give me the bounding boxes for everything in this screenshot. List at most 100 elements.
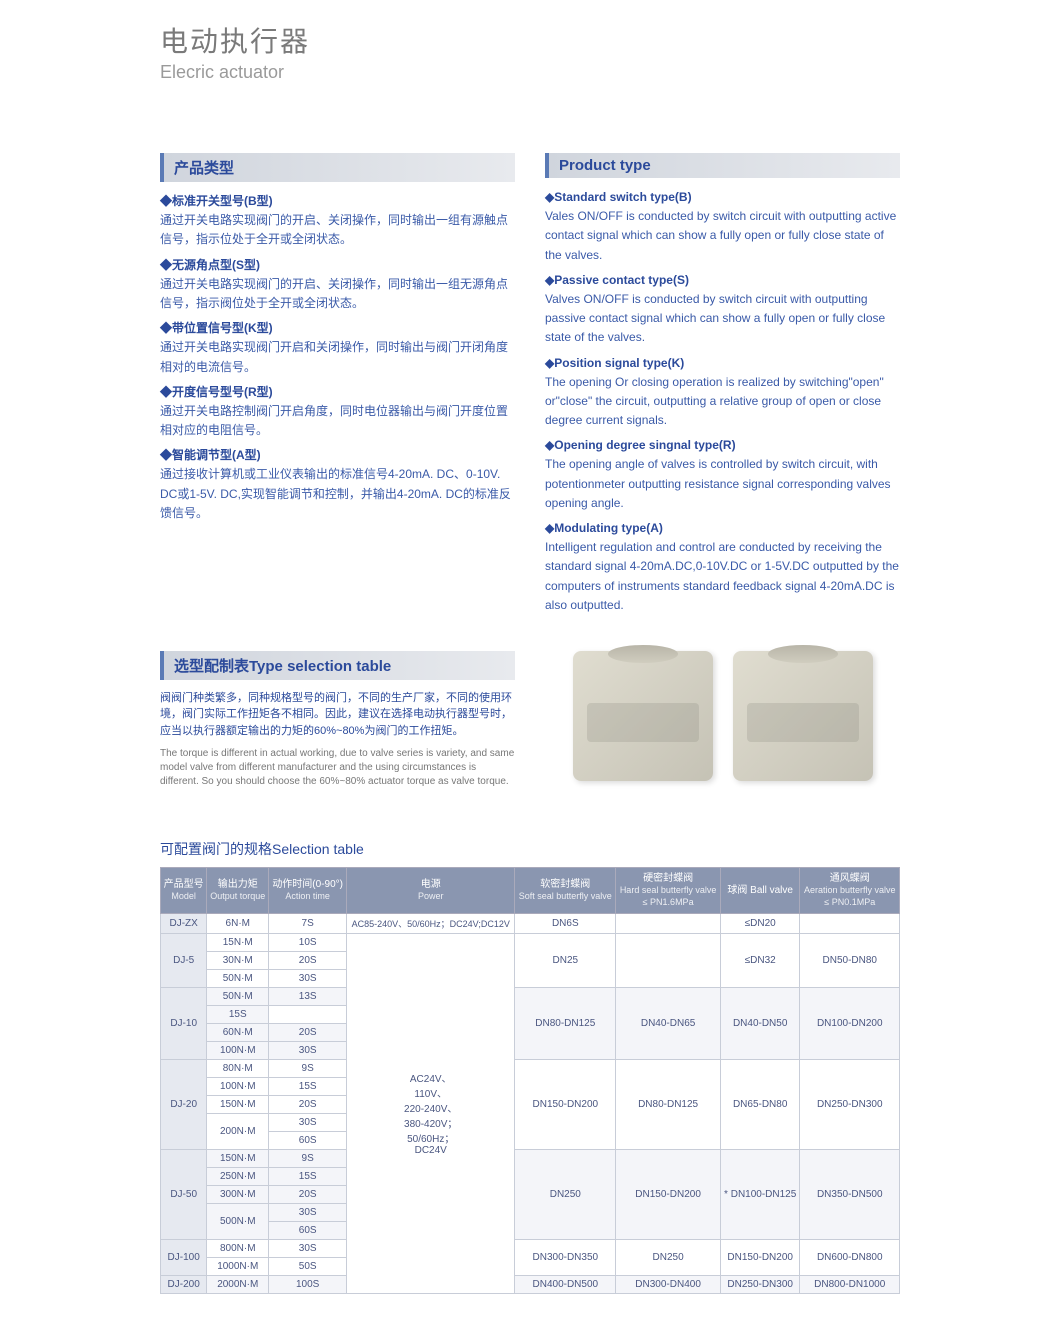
- item-desc: Vales ON/OFF is conducted by switch circ…: [545, 207, 900, 265]
- cell-time: 60S: [269, 1131, 347, 1149]
- cell-ball: ≤DN32: [720, 933, 800, 987]
- item-title: ◆智能调节型(A型): [160, 446, 515, 465]
- cell-torque: 2000N·M: [207, 1275, 269, 1293]
- cell-hard: DN80-DN125: [616, 1059, 721, 1149]
- section-heading: 产品类型: [160, 153, 515, 182]
- col-header: 电源Power: [347, 868, 515, 913]
- item-desc: The opening angle of valves is controlle…: [545, 455, 900, 513]
- cell-aeration: DN50-DN80: [800, 933, 900, 987]
- cell-model: DJ-ZX: [161, 913, 207, 933]
- cell-time: 100S: [269, 1275, 347, 1293]
- type-item: ◆智能调节型(A型)通过接收计算机或工业仪表输出的标准信号4-20mA. DC、…: [160, 446, 515, 523]
- cell-hard: DN40-DN65: [616, 987, 721, 1059]
- item-desc: 通过接收计算机或工业仪表输出的标准信号4-20mA. DC、0-10V. DC或…: [160, 465, 515, 523]
- type-item: ◆Position signal type(K)The opening Or c…: [545, 354, 900, 431]
- cell-model: DJ-50: [161, 1149, 207, 1239]
- cell-model: DJ-10: [161, 987, 207, 1059]
- cell-model: DJ-100: [161, 1239, 207, 1275]
- cell-model: DJ-5: [161, 933, 207, 987]
- cell-torque: 15N·M: [207, 933, 269, 951]
- cell-power: AC24V、110V、220-240V、380-420V；50/60Hz；DC2…: [347, 933, 515, 1293]
- col-header: 硬密封蝶阀Hard seal butterfly valve≤ PN1.6MPa: [616, 868, 721, 913]
- cell-torque: 100N·M: [207, 1077, 269, 1095]
- cell-torque: 300N·M: [207, 1185, 269, 1203]
- cell-torque: 6N·M: [207, 913, 269, 933]
- cell-soft: DN300-DN350: [515, 1239, 616, 1275]
- cell-time: 15S: [207, 1005, 269, 1023]
- page-title-en: Elecric actuator: [160, 62, 900, 83]
- cell-time: 9S: [269, 1149, 347, 1167]
- item-title: ◆Passive contact type(S): [545, 271, 900, 290]
- actuator-image: [573, 651, 713, 781]
- cell-aeration: DN100-DN200: [800, 987, 900, 1059]
- cell-ball: DN40-DN50: [720, 987, 800, 1059]
- col-header: 产品型号Model: [161, 868, 207, 913]
- item-desc: 通过开关电路控制阀门开启角度，同时电位器输出与阀门开度位置相对应的电阻信号。: [160, 402, 515, 440]
- cell-time: 20S: [269, 1095, 347, 1113]
- cell-torque: 800N·M: [207, 1239, 269, 1257]
- cell-time: 60S: [269, 1221, 347, 1239]
- type-item: ◆Standard switch type(B)Vales ON/OFF is …: [545, 188, 900, 265]
- item-title: ◆开度信号型号(R型): [160, 383, 515, 402]
- cell-soft: DN400-DN500: [515, 1275, 616, 1293]
- cell-ball: DN150-DN200: [720, 1239, 800, 1275]
- cell-aeration: [800, 913, 900, 933]
- cell-time: 30S: [269, 1239, 347, 1257]
- cell-torque: 150N·M: [207, 1095, 269, 1113]
- cell-soft: DN150-DN200: [515, 1059, 616, 1149]
- cell-time: 20S: [269, 1023, 347, 1041]
- cell-time: 20S: [269, 1185, 347, 1203]
- section-heading: Product type: [545, 153, 900, 178]
- col-header: 动作时间(0-90°)Action time: [269, 868, 347, 913]
- col-header: 输出力矩Output torque: [207, 868, 269, 913]
- item-title: ◆Standard switch type(B): [545, 188, 900, 207]
- cell-hard: DN300-DN400: [616, 1275, 721, 1293]
- type-item: ◆Opening degree singnal type(R)The openi…: [545, 436, 900, 513]
- cell-time: 10S: [269, 933, 347, 951]
- item-desc: Intelligent regulation and control are c…: [545, 538, 900, 615]
- cell-torque: 80N·M: [207, 1059, 269, 1077]
- cell-hard: [616, 913, 721, 933]
- cell-time: 20S: [269, 951, 347, 969]
- item-title: ◆Position signal type(K): [545, 354, 900, 373]
- cell-time: 30S: [269, 1041, 347, 1059]
- cell-time: 9S: [269, 1059, 347, 1077]
- item-desc: Valves ON/OFF is conducted by switch cir…: [545, 290, 900, 348]
- product-images: [545, 651, 900, 781]
- cell-time: 30S: [269, 1203, 347, 1221]
- selection-note-en: The torque is different in actual workin…: [160, 747, 515, 789]
- cell-soft: DN250: [515, 1149, 616, 1239]
- cell-soft: DN25: [515, 933, 616, 987]
- item-desc: 通过开关电路实现阀门的开启、关闭操作，同时输出一组有源触点信号，指示位处于全开或…: [160, 211, 515, 249]
- cell-model: DJ-200: [161, 1275, 207, 1293]
- cell-torque: 50N·M: [207, 987, 269, 1005]
- type-item: ◆标准开关型号(B型)通过开关电路实现阀门的开启、关闭操作，同时输出一组有源触点…: [160, 192, 515, 250]
- type-item: ◆带位置信号型(K型)通过开关电路实现阀门开启和关闭操作，同时输出与阀门开闭角度…: [160, 319, 515, 377]
- cell-torque: 200N·M: [207, 1113, 269, 1149]
- cell-torque: 250N·M: [207, 1167, 269, 1185]
- cell-aeration: DN350-DN500: [800, 1149, 900, 1239]
- item-title: ◆标准开关型号(B型): [160, 192, 515, 211]
- type-item: ◆开度信号型号(R型)通过开关电路控制阀门开启角度，同时电位器输出与阀门开度位置…: [160, 383, 515, 441]
- cell-ball: DN250-DN300: [720, 1275, 800, 1293]
- section-heading: 选型配制表Type selection table: [160, 651, 515, 680]
- cell-torque: 50N·M: [207, 969, 269, 987]
- cell-soft: DN6S: [515, 913, 616, 933]
- cell-torque: 100N·M: [207, 1041, 269, 1059]
- cell-hard: [616, 933, 721, 987]
- cell-hard: DN150-DN200: [616, 1149, 721, 1239]
- cell-aeration: DN250-DN300: [800, 1059, 900, 1149]
- selection-note-cn: 阀阀门种类繁多，同种规格型号的阀门，不同的生产厂家，不同的使用环境，阀门实际工作…: [160, 690, 515, 740]
- cell-time: 7S: [269, 913, 347, 933]
- cell-ball: * DN100-DN125: [720, 1149, 800, 1239]
- cell-soft: DN80-DN125: [515, 987, 616, 1059]
- col-header: 软密封蝶阀Soft seal butterfly valve: [515, 868, 616, 913]
- product-type-en: Product type ◆Standard switch type(B)Val…: [545, 153, 900, 621]
- cell-power: AC85-240V、50/60Hz；DC24V;DC12V: [347, 913, 515, 933]
- item-desc: 通过开关电路实现阀门开启和关闭操作，同时输出与阀门开闭角度相对的电流信号。: [160, 338, 515, 376]
- item-title: ◆带位置信号型(K型): [160, 319, 515, 338]
- cell-torque: 500N·M: [207, 1203, 269, 1239]
- cell-ball: ≤DN20: [720, 913, 800, 933]
- item-desc: 通过开关电路实现阀门的开启、关闭操作，同时输出一组无源角点信号，指示阀位处于全开…: [160, 275, 515, 313]
- item-title: ◆Opening degree singnal type(R): [545, 436, 900, 455]
